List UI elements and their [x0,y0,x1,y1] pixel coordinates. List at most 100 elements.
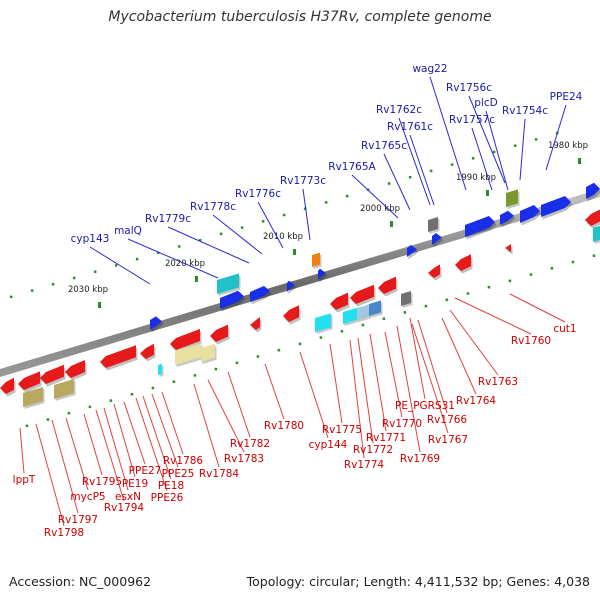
reverse-gene-label: Rv1782 [230,438,270,450]
reverse-gene-arrow [210,324,228,342]
kbp-tick-mark [578,158,581,164]
reverse-gene-arrow [378,276,396,294]
reverse-gene-arrow [18,371,40,390]
forward-gene-label: Rv1765A [328,161,376,173]
feature-block [217,273,239,294]
forward-gene-label: cyp143 [71,233,110,245]
kbp-tick-label: 2010 kbp [263,232,303,242]
reverse-gene-label: Rv1763 [478,376,518,388]
reverse-leader-line [441,317,477,395]
marker-dot [408,175,412,179]
marker-dot [466,292,470,295]
marker-dot [508,279,512,283]
forward-gene-label: Rv1754c [502,105,548,117]
feature-block [312,252,320,267]
reverse-gene-label: cut1 [553,323,576,335]
reverse-gene-arrow [585,209,600,226]
reverse-leader-line [113,403,136,478]
kbp-tick-mark [390,221,393,227]
reverse-leader-line [193,383,220,468]
reverse-leader-line [65,417,89,491]
feature-block [369,300,381,316]
reverse-gene-label: Rv1769 [400,453,440,465]
reverse-gene-arrow [100,345,136,368]
feature-block [401,290,411,306]
marker-dot [151,386,155,390]
marker-dot [235,361,239,365]
reverse-gene-label: Rv1794 [104,502,145,514]
forward-gene-arrow [287,280,295,292]
marker-dot [529,273,533,276]
forward-leader-line [89,246,151,285]
marker-dot [298,342,302,346]
forward-leader-line [485,110,509,191]
marker-dot [88,405,92,409]
reverse-leader-line [369,333,387,432]
kbp-tick-mark [98,302,101,308]
reverse-leader-line [83,413,103,476]
marker-dot [93,270,97,273]
reverse-gene-arrow [428,264,440,278]
gene-features [0,182,600,410]
forward-gene-arrow [407,245,417,257]
reverse-gene-label: PE19 [122,478,148,490]
marker-dot [382,317,386,320]
reverse-gene-label: Rv1797 [58,514,98,526]
marker-dot [256,355,260,358]
reverse-leader-line [396,325,421,453]
marker-dot [345,194,349,198]
marker-dot [424,304,428,308]
marker-dot [72,276,76,280]
forward-gene-label: Rv1761c [387,121,433,133]
marker-dot [550,267,554,270]
marker-dot [46,418,50,421]
feature-block [54,378,74,399]
forward-gene-arrow [500,210,514,225]
feature-block [201,343,215,362]
reverse-gene-label: Rv1786 [163,455,204,467]
reverse-gene-arrow [65,360,85,378]
reverse-gene-arrow [250,317,260,330]
forward-gene-label: Rv1778c [190,201,236,213]
reverse-leader-line [417,319,448,414]
kbp-tick-label: 2000 kbp [360,204,400,214]
reverse-leader-line [227,371,251,438]
feature-block [315,313,331,332]
reverse-gene-label: PPE27 [129,465,162,477]
reverse-leader-line [135,397,168,492]
reverse-gene-label: Rv1774 [344,459,385,471]
reverse-gene-label: Rv1764 [456,395,497,407]
reverse-leader-line [357,337,374,444]
forward-gene-arrow [520,205,540,223]
forward-gene-arrow [250,286,270,302]
reverse-gene-arrow [350,284,374,304]
reverse-gene-label: mycP5 [70,491,105,503]
forward-gene-label: Rv1779c [145,213,191,225]
marker-dot [592,254,596,257]
forward-gene-label: PPE24 [550,91,583,103]
forward-gene-label: Rv1765c [361,140,407,152]
reverse-gene-label: Rv1760 [511,335,551,347]
reverse-gene-label: lppT [13,474,36,486]
kbp-tick-mark [195,276,198,282]
kbp-tick-label: 1980 kbp [548,141,588,151]
marker-dot [471,157,475,160]
reverse-leader-line [454,297,532,335]
reverse-leader-line [95,409,125,502]
marker-dot [340,330,344,333]
reverse-gene-label: PE_PGRS31 [395,400,455,412]
marker-dot [534,138,538,141]
reverse-gene-label: PE18 [158,480,184,492]
reverse-leader-line [51,419,79,514]
reverse-gene-arrow [170,329,200,350]
reverse-leader-line [509,293,566,323]
forward-leader-line [127,238,219,279]
reverse-leader-line [384,331,403,418]
forward-gene-arrow [465,216,495,237]
marker-dot [240,226,244,229]
reverse-gene-label: esxN [115,491,141,503]
forward-gene-label: plcD [474,97,497,109]
forward-gene-arrow [220,290,244,309]
forward-gene-arrow [318,268,326,280]
